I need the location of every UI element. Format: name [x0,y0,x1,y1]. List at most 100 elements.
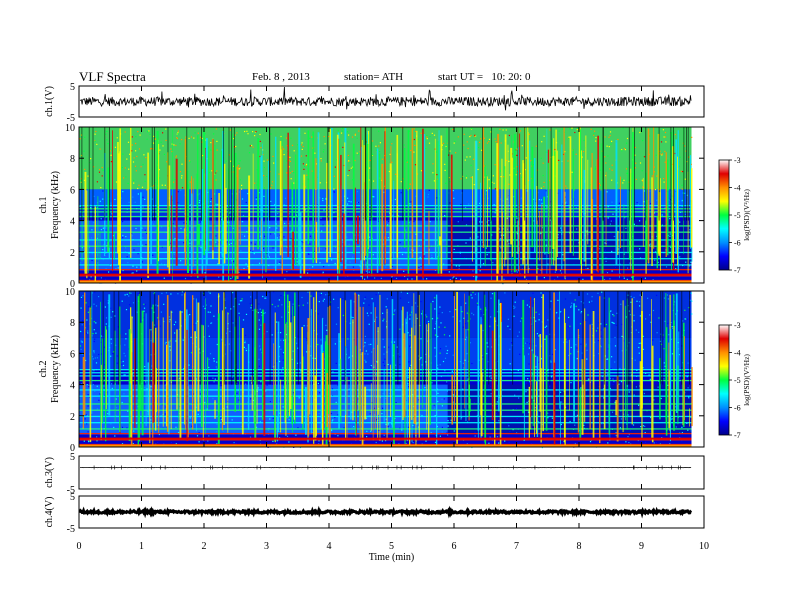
ch2-spectrogram-speckle [388,392,390,395]
ch1-spectrogram-sferic [561,144,563,270]
ch1-spectrogram-speckle [132,161,135,163]
ch2-spectrogram-speckle [171,311,173,313]
ch2-spectrogram-speckle [408,386,410,388]
ch2-spectrogram-sferic [581,359,584,435]
ch2-spectrogram-speckle [586,349,588,351]
ch1-spectrogram-sferic [578,127,581,260]
ch1-spectrogram-speckle [628,242,630,244]
ch1-spectrogram-sferic [687,171,689,274]
ch1-spectrogram-speckle [283,148,285,150]
ch2-spectrogram-dark-streak [468,291,470,385]
ch1-spectrogram-speckle [686,194,688,196]
ch2-spectrogram-speckle [393,310,396,312]
ch2-spectrogram-speckle [266,331,268,333]
ch2-spectrogram-ytick-label: 4 [70,381,75,392]
ch1-spectrogram-sferic [527,132,529,274]
ch1-spectrogram-speckle [305,155,307,157]
ch1-spectrogram-speckle [141,227,143,229]
ch1-spectrogram-speckle [149,133,151,135]
ch2-spectrogram-speckle [529,343,531,345]
ch1-spectrogram-speckle [624,217,626,219]
ch1-spectrogram-speckle [405,229,407,231]
ch1-spectrogram-speckle [387,224,389,226]
ch2-spectrogram-speckle [98,399,100,401]
ch2-spectrogram-speckle [532,292,534,294]
ch1-spectrogram-speckle [177,191,179,193]
ch1-spectrogram-speckle [400,181,402,183]
ch2-spectrogram-speckle [382,393,384,395]
ch2-spectrogram-speckle [518,397,520,399]
ch1-spectrogram-speckle [105,229,107,231]
ch1-spectrogram-speckle [587,267,589,270]
ch2-spectrogram-speckle [370,366,372,368]
ch2-spectrogram-dark-streak [397,291,399,385]
ch1-spectrogram-speckle [304,209,306,211]
ch2-spectrogram-speckle [514,394,516,396]
ch2-spectrogram-speckle [627,436,629,438]
ch1-spectrogram-dark-streak [104,127,106,221]
ch1-spectrogram-speckle [210,142,212,144]
ch2-spectrogram-speckle [630,295,632,298]
ch2-spectrogram-sferic [673,326,675,423]
ch2-spectrogram-speckle [260,324,262,326]
ch2-spectrogram-speckle [193,298,195,300]
ch2-spectrogram-speckle [370,430,372,432]
ch1-spectrogram-speckle [357,244,359,246]
ch2-spectrogram-speckle [578,418,580,420]
ch1-spectrogram-speckle [605,260,607,262]
ch2-spectrogram-speckle [472,291,474,293]
ch1-spectrogram-speckle [533,198,535,200]
ch2-spectrogram-speckle [193,393,195,395]
ch1-spectrogram-speckle [413,220,415,223]
ch2-spectrogram-speckle [480,308,482,310]
ch2-spectrogram-speckle [642,335,644,337]
ch2-spectrogram-speckle [674,378,676,380]
ch1-spectrogram-speckle [472,215,474,217]
ch2-spectrogram-speckle [528,400,530,402]
ch2-spectrogram-speckle [512,429,514,431]
ch2-spectrogram-speckle [513,305,515,307]
ch1-spectrogram-speckle [135,150,137,152]
ch2-spectrogram-sferic [430,302,432,410]
ch2-spectrogram-speckle [569,325,571,327]
ch1-spectrogram-sferic [354,187,356,264]
ch1-spectrogram-sferic [203,131,205,256]
ch1-spectrogram-speckle [320,160,322,162]
ch2-spectrogram-speckle [467,329,469,331]
ch2-spectrogram-speckle [605,323,607,326]
ch1-spectrogram-speckle [410,149,412,152]
ch2-spectrogram-speckle [209,292,211,294]
ch1-spectrogram-speckle [296,144,299,146]
ch2-spectrogram-speckle [250,307,252,309]
ch1-spectrogram-speckle [122,153,124,155]
ch2-spectrogram-speckle [570,305,572,307]
ch2-spectrogram-speckle [105,317,108,319]
ch2-spectrogram-speckle [690,292,692,294]
ch1-spectrogram-speckle [243,268,245,270]
ch2-spectrogram-speckle [335,362,337,364]
ch2-spectrogram-speckle [466,336,468,338]
ch2-spectrogram-speckle [509,363,511,365]
ch2-spectrogram-sferic [530,296,532,418]
ch2-spectrogram-speckle [580,387,582,389]
ch2-spectrogram-speckle [440,322,442,324]
ch1-spectrogram-sferic [677,130,679,273]
ch1-spectrogram-speckle [492,175,494,177]
ch1-spectrogram-speckle [181,163,183,165]
ch1-spectrogram-speckle [137,243,139,245]
ch1-spectrogram-speckle [365,270,367,272]
ch2-spectrogram-speckle [639,315,641,317]
ch2-spectrogram-speckle [193,323,195,326]
ch2-spectrogram-speckle [269,418,271,420]
ch1-spectrogram-sferic [340,154,342,263]
ch1-spectrogram-sferic [287,132,289,257]
ch2-spectrogram-speckle [586,293,589,295]
ch2-spectrogram-speckle [544,326,546,328]
ch2-spectrogram-sferic [402,306,404,420]
ch2-spectrogram-sferic [137,296,139,447]
ch2-spectrogram-speckle [269,401,271,403]
ch2-spectrogram-ytick-label: 10 [65,287,75,298]
ch1-spectrogram-speckle [427,196,429,198]
ch2-spectrogram-speckle [495,360,497,362]
ch2-spectrogram-speckle [353,301,355,303]
